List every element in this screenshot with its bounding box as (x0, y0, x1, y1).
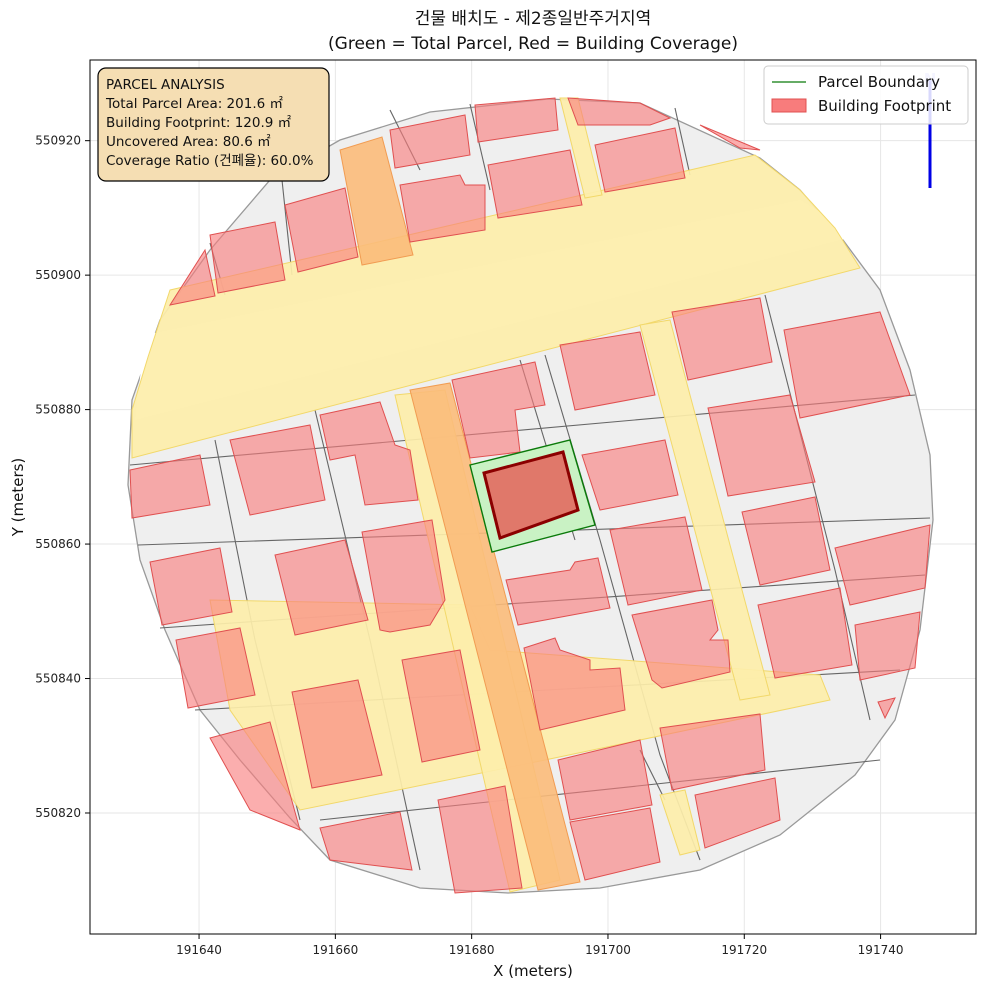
building-footprint (487, 149, 583, 219)
building-footprint (291, 679, 383, 789)
y-tick-label: 550880 (35, 403, 81, 417)
building-footprint (437, 785, 523, 894)
road-bottom-stub (659, 789, 701, 856)
building-footprint (209, 721, 301, 831)
x-tick-label: 191640 (176, 943, 222, 957)
parcel-analysis-box: PARCEL ANALYSIS Total Parcel Area: 201.6… (97, 67, 330, 182)
building-footprint (783, 311, 911, 419)
y-tick-label: 550900 (35, 268, 81, 282)
chart-subtitle: (Green = Total Parcel, Red = Building Co… (328, 34, 738, 54)
building-footprint (361, 519, 446, 633)
building-footprint (274, 539, 369, 636)
legend-parcel-label: Parcel Boundary (818, 73, 940, 91)
building-footprint (149, 547, 233, 626)
y-tick-label: 550840 (35, 672, 81, 686)
x-axis-label: X (meters) (493, 962, 573, 980)
building-footprint (694, 777, 781, 849)
building-footprint (581, 439, 679, 511)
building-footprint (671, 297, 773, 381)
building-footprint (229, 424, 326, 516)
building-footprint (505, 557, 611, 626)
building-footprint (569, 807, 661, 881)
info-heading: PARCEL ANALYSIS (106, 77, 225, 93)
x-tick-label: 191660 (312, 943, 358, 957)
building-footprint (399, 174, 486, 243)
building-footprint (389, 114, 471, 169)
building-footprint (594, 127, 686, 193)
building-footprint (284, 187, 359, 273)
info-coverage-ratio: Coverage Ratio (건폐율): 60.0% (106, 153, 314, 169)
main-roads (339, 136, 581, 891)
target-building-footprint (482, 450, 580, 540)
building-footprint (877, 697, 896, 720)
building-footprint (559, 331, 656, 411)
x-tick-label: 191700 (585, 943, 631, 957)
road-right-vertical (639, 319, 771, 701)
y-axis-label: Y (meters) (9, 458, 27, 538)
building-footprint (401, 649, 481, 763)
building-footprint (474, 97, 559, 143)
info-uncovered-area: Uncovered Area: 80.6 ㎡ (106, 134, 271, 150)
y-tick-label: 550920 (35, 134, 81, 148)
main-road-north (339, 136, 414, 266)
map-layers: N (127, 70, 936, 894)
x-tick-label: 191740 (858, 943, 904, 957)
chart-title: 건물 배치도 - 제2종일반주거지역 (415, 9, 651, 29)
building-footprint (834, 524, 931, 606)
building-footprint (175, 627, 256, 709)
y-tick-label: 550820 (35, 806, 81, 820)
building-footprint (699, 124, 761, 151)
y-tick-label: 550860 (35, 537, 81, 551)
x-axis-ticks: 191640 191660 191680 191700 191720 191740 (176, 934, 903, 957)
building-footprint (609, 516, 703, 606)
axes-frame (89, 59, 977, 935)
info-building-footprint: Building Footprint: 120.9 ㎡ (106, 115, 292, 131)
building-footprint (129, 454, 211, 519)
x-tick-label: 191680 (449, 943, 495, 957)
info-total-area: Total Parcel Area: 201.6 ㎡ (105, 96, 283, 112)
legend: Parcel Boundary Building Footprint (763, 65, 969, 125)
building-footprint (319, 811, 413, 871)
road-upper-diagonal (131, 154, 861, 459)
legend-building-patch (771, 98, 807, 113)
building-footprint (567, 97, 672, 126)
building-footprint (631, 599, 731, 689)
building-footprint (451, 361, 546, 459)
building-footprint (557, 739, 653, 821)
building-footprints (129, 97, 931, 894)
y-axis-ticks: 550820 550840 550860 550880 550900 550920 (35, 134, 90, 820)
building-footprint (209, 221, 286, 294)
x-tick-label: 191720 (721, 943, 767, 957)
main-road-south (409, 382, 581, 891)
building-footprint (659, 713, 766, 791)
legend-building-label: Building Footprint (818, 97, 951, 115)
building-footprint (741, 496, 831, 586)
building-footprint (319, 401, 419, 506)
building-footprint (757, 587, 853, 679)
building-footprint (707, 394, 816, 497)
building-footprint (523, 637, 626, 731)
building-footprint (168, 248, 216, 306)
building-footprint (854, 611, 921, 681)
